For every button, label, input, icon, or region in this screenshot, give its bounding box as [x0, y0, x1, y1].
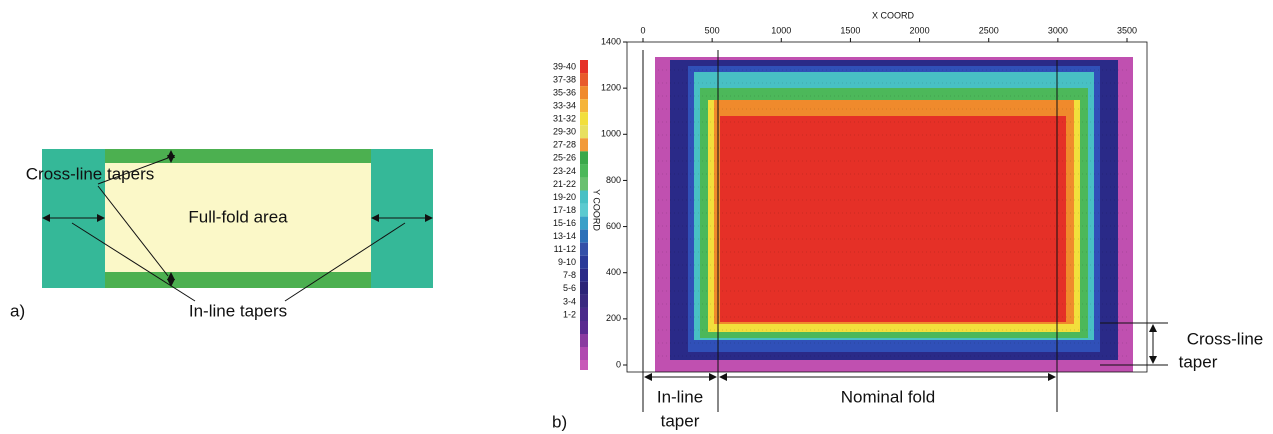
legend-label: 27-28 [553, 140, 576, 150]
legend-label: 33-34 [553, 101, 576, 111]
colorbar-swatch [580, 125, 588, 139]
colorbar-swatch [580, 307, 588, 321]
legend-label: 7-8 [563, 270, 576, 280]
colorbar-swatch [580, 73, 588, 87]
legend-label: 37-38 [553, 74, 576, 84]
leader [97, 185, 169, 277]
x-tick-label: 500 [705, 25, 720, 35]
colorbar-swatch [580, 255, 588, 269]
x-tick-label: 2000 [910, 25, 930, 35]
legend-label: 13-14 [553, 231, 576, 241]
colorbar-swatch [580, 164, 588, 178]
y-tick-label: 1400 [601, 36, 621, 46]
annotation: taper [661, 411, 700, 430]
colorbar-swatch [580, 242, 588, 256]
panel-label: b) [552, 412, 567, 431]
y-tick-label: 600 [606, 221, 621, 231]
annotation: In-line [657, 387, 703, 406]
colorbar-swatch [580, 138, 588, 152]
colorbar-swatch [580, 190, 588, 204]
cross-line-taper-bottom [105, 272, 371, 288]
annotation: Cross-line [1187, 329, 1264, 348]
legend-label: 31-32 [553, 114, 576, 124]
colorbar-swatch [580, 151, 588, 165]
panel-label: a) [10, 301, 25, 320]
leader [97, 157, 169, 185]
panel-a: Full-fold area Cross-line tapers In-line… [10, 149, 433, 320]
y-tick-label: 200 [606, 313, 621, 323]
y-tick-label: 0 [616, 359, 621, 369]
leader [284, 222, 406, 302]
colorbar-swatch [580, 60, 588, 74]
cross-line-taper-top [105, 149, 371, 163]
x-tick-label: 1500 [840, 25, 860, 35]
legend-label: 19-20 [553, 192, 576, 202]
y-axis-title: Y COORD [592, 189, 602, 231]
x-tick-label: 3500 [1117, 25, 1137, 35]
colorbar-swatch [580, 294, 588, 308]
in-line-label: In-line tapers [189, 301, 287, 320]
colorbar-swatch [580, 203, 588, 217]
colorbar-tail [580, 321, 588, 370]
legend-label: 23-24 [553, 166, 576, 176]
cross-line-label: Cross-line tapers [26, 164, 155, 183]
legend-label: 21-22 [553, 179, 576, 189]
legend-label: 15-16 [553, 218, 576, 228]
legend-label: 25-26 [553, 153, 576, 163]
colorbar-swatch [580, 229, 588, 243]
x-tick-label: 0 [640, 25, 645, 35]
x-tick-label: 3000 [1048, 25, 1068, 35]
x-tick-label: 2500 [979, 25, 999, 35]
plot-frame [626, 41, 1148, 373]
annotation: taper [1179, 352, 1218, 371]
legend-label: 1-2 [563, 309, 576, 319]
legend-label: 11-12 [554, 244, 576, 254]
full-fold-area [105, 163, 371, 272]
y-tick-label: 400 [606, 267, 621, 277]
y-tick-label: 800 [606, 175, 621, 185]
legend-label: 3-4 [563, 296, 576, 306]
annotation: Nominal fold [841, 387, 936, 406]
colorbar-swatch [580, 281, 588, 295]
colorbar-swatch [580, 99, 588, 113]
legend-label: 29-30 [553, 127, 576, 137]
legend-label: 17-18 [553, 205, 576, 215]
colorbar-swatch [580, 216, 588, 230]
y-tick-label: 1000 [601, 129, 621, 139]
colorbar-swatch [580, 268, 588, 282]
y-tick-label: 1200 [601, 83, 621, 93]
legend-label: 39-40 [553, 61, 576, 71]
leader [71, 222, 196, 302]
center-label: Full-fold area [188, 207, 288, 226]
x-tick-label: 1000 [771, 25, 791, 35]
x-axis-title: X COORD [872, 10, 915, 20]
legend-label: 35-36 [553, 87, 576, 97]
fold-map [655, 57, 1133, 372]
colorbar-swatch [580, 177, 588, 191]
colorbar-swatch [580, 86, 588, 100]
colorbar-swatch [580, 112, 588, 126]
legend-label: 9-10 [558, 257, 576, 267]
legend-label: 5-6 [563, 283, 576, 293]
